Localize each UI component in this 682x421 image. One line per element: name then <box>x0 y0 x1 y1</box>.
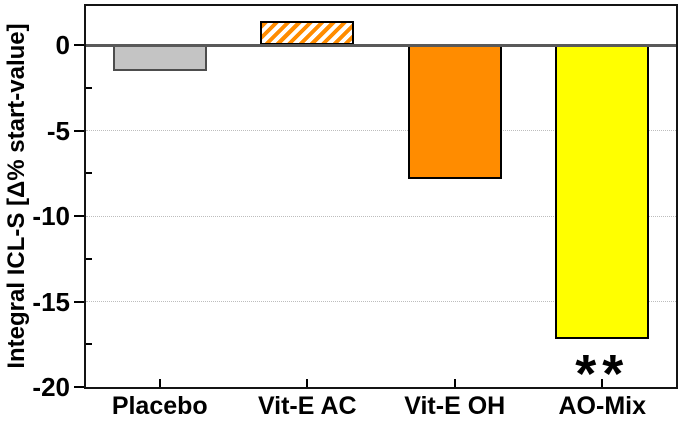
y-tick-label: -20 <box>32 372 70 402</box>
bar-ao-mix <box>555 45 650 340</box>
x-category-label: AO-Mix <box>558 392 647 420</box>
plot-area: ** <box>84 4 678 401</box>
y-major-tick <box>74 300 84 303</box>
y-minor-tick <box>86 257 92 260</box>
y-tick-label: -10 <box>32 201 70 232</box>
x-tick <box>306 379 309 387</box>
bar-placebo <box>112 45 207 71</box>
y-major-tick <box>74 386 84 388</box>
x-category-label: Vit-E OH <box>404 392 506 420</box>
gridline-y-5 <box>86 130 676 132</box>
y-minor-tick <box>86 172 92 175</box>
bar-vit-e-ac <box>260 21 355 46</box>
zero-axis-line <box>86 43 676 47</box>
gridline-y-10 <box>86 215 676 217</box>
x-category-label: Vit-E AC <box>257 392 357 420</box>
bar-vit-e-oh <box>407 45 502 179</box>
gridline-y-15 <box>86 301 676 303</box>
y-tick-label: -5 <box>46 115 70 146</box>
x-tick <box>158 379 161 387</box>
x-tick <box>453 379 456 387</box>
x-category-label: Placebo <box>111 392 208 420</box>
y-axis-title: Integral ICL-S [Δ% start-value] <box>3 23 30 369</box>
y-major-tick <box>74 44 84 47</box>
y-minor-tick <box>86 87 92 89</box>
y-tick-label: -15 <box>32 286 70 317</box>
y-minor-tick <box>86 343 92 346</box>
y-major-tick <box>74 129 84 132</box>
y-tick-label: 0 <box>55 30 70 61</box>
y-major-tick <box>74 215 84 218</box>
x-tick <box>601 379 604 387</box>
significance-asterisks: ** <box>575 344 630 405</box>
